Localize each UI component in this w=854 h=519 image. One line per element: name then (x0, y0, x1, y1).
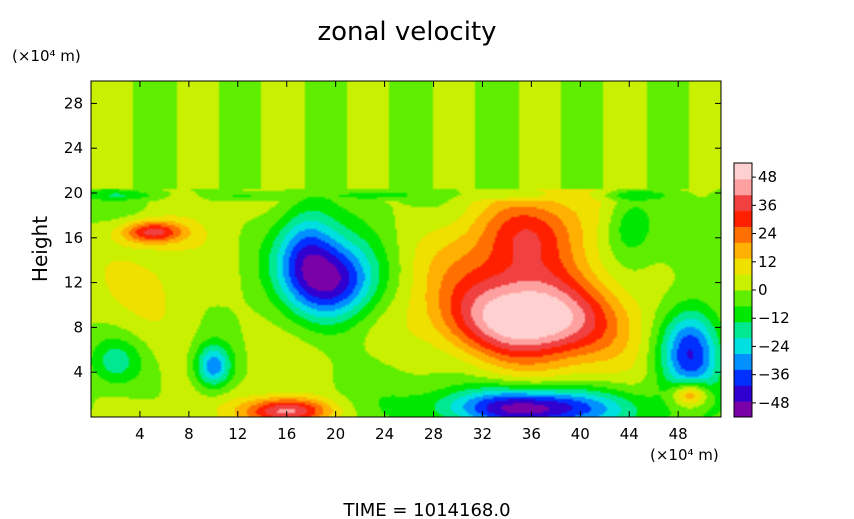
heatmap-plot-area (90, 80, 722, 418)
y-tick-label: 28 (64, 94, 83, 112)
colorbar-band (734, 353, 752, 370)
colorbar-band (734, 385, 752, 402)
y-tick-label: 20 (64, 184, 83, 202)
colorbar-bands (734, 163, 752, 418)
colorbar-tick-label: −36 (758, 366, 790, 384)
x-tick-label: 12 (228, 425, 247, 443)
colorbar-band (734, 401, 752, 418)
heatmap-field (91, 81, 721, 417)
y-axis-ticks: 4 8 12 16 20 24 28 (64, 94, 721, 381)
colorbar-tick-label: −24 (758, 337, 790, 355)
x-tick-label: 4 (135, 425, 145, 443)
colorbar-band (734, 274, 752, 291)
x-tick-label: 8 (184, 425, 194, 443)
colorbar-band (734, 337, 752, 354)
y-tick-label: 4 (73, 363, 83, 381)
colorbar: 48 36 24 12 0 −12 −24 −36 −48 (733, 162, 790, 418)
x-tick-label: 28 (424, 425, 443, 443)
colorbar-tick-label: 0 (758, 281, 768, 299)
colorbar-tick-label: −48 (758, 394, 790, 412)
colorbar-tick-label: −12 (758, 309, 790, 327)
x-tick-label: 24 (375, 425, 394, 443)
colorbar-band (734, 210, 752, 227)
x-tick-label: 48 (669, 425, 688, 443)
x-tick-label: 32 (473, 425, 492, 443)
colorbar-band (734, 226, 752, 243)
colorbar-tick-label: 48 (758, 168, 777, 186)
colorbar-band (734, 242, 752, 259)
y-axis-label: Height (28, 216, 52, 282)
x-axis-ticks: 4 8 12 16 20 24 28 32 36 40 44 48 (135, 81, 688, 443)
x-tick-label: 40 (571, 425, 590, 443)
y-tick-label: 8 (73, 318, 83, 336)
x-unit-label: (×10⁴ m) (650, 446, 719, 464)
colorbar-band (734, 258, 752, 275)
x-tick-label: 36 (522, 425, 541, 443)
chart-title: zonal velocity (317, 17, 496, 47)
y-tick-label: 12 (64, 274, 83, 292)
colorbar-band (734, 369, 752, 386)
colorbar-ticks: 48 36 24 12 0 −12 −24 −36 −48 (752, 168, 790, 412)
colorbar-band (734, 163, 752, 180)
x-tick-label: 44 (620, 425, 639, 443)
y-tick-label: 16 (64, 229, 83, 247)
x-tick-label: 16 (277, 425, 296, 443)
y-unit-label: (×10⁴ m) (12, 47, 81, 65)
x-tick-label: 20 (326, 425, 345, 443)
colorbar-band (734, 321, 752, 339)
colorbar-tick-label: 24 (758, 225, 777, 243)
y-tick-label: 24 (64, 139, 83, 157)
plot-frame (90, 80, 722, 418)
colorbar-band (734, 305, 752, 323)
colorbar-band (734, 178, 752, 196)
colorbar-band (734, 290, 752, 307)
colorbar-tick-label: 12 (758, 253, 777, 271)
colorbar-band (734, 194, 752, 212)
time-label: TIME = 1014168.0 (342, 500, 510, 519)
colorbar-tick-label: 36 (758, 196, 777, 214)
